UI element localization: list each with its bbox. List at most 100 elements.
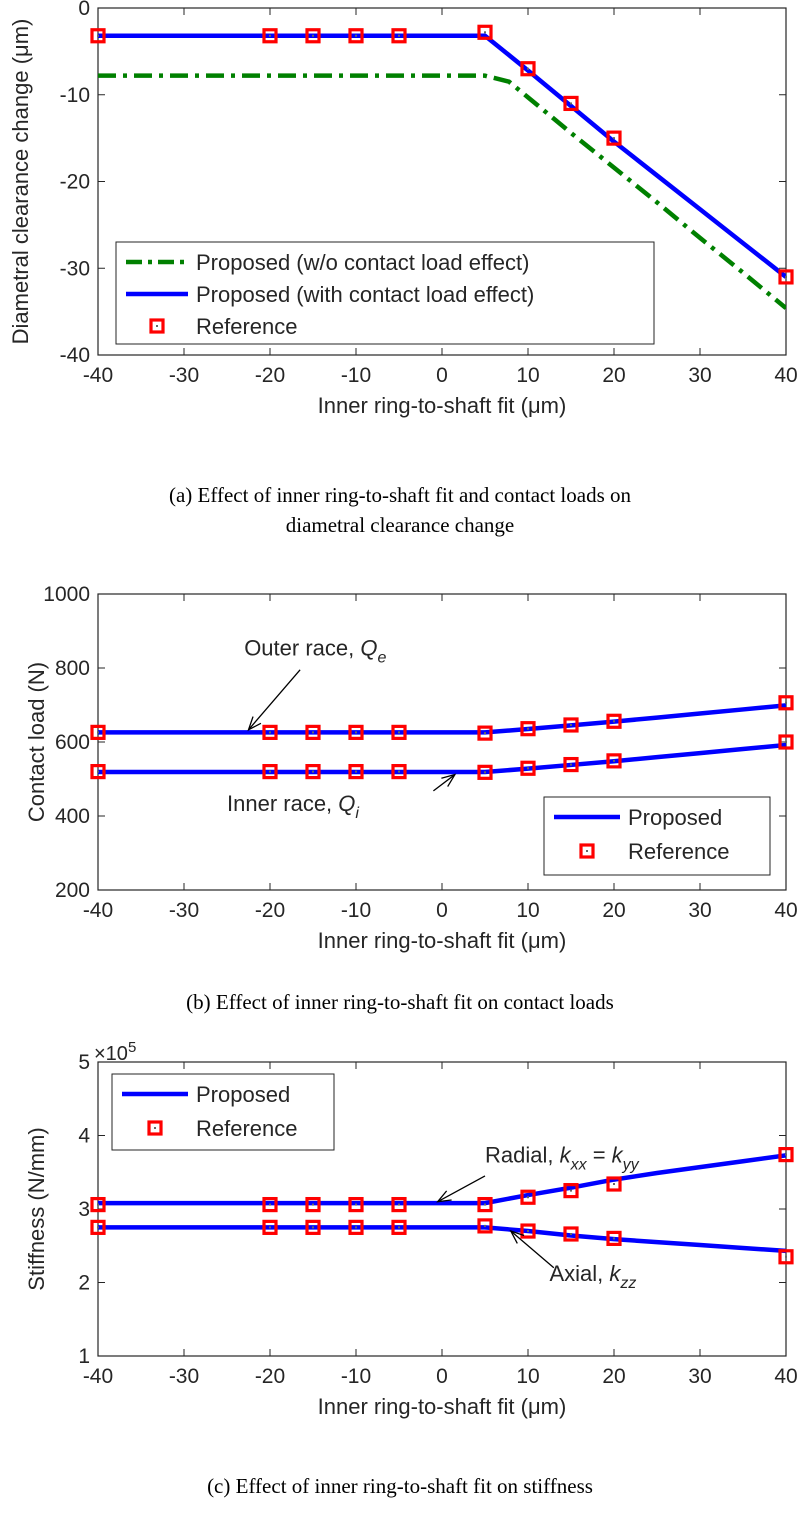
annotation-symbol: k [560,1143,572,1168]
reference-marker [477,764,493,780]
caption-a-line-1: (a) Effect of inner ring-to-shaft fit an… [168,483,632,507]
reference-marker [305,1196,321,1213]
reference-marker-center [269,1226,271,1229]
legend: Proposed Reference [111,1073,335,1151]
reference-marker-center [527,1196,529,1199]
reference-marker-center [355,1226,357,1229]
reference-marker-center [570,102,572,105]
y-tick-label: 4 [78,1125,90,1148]
x-tick-label: 0 [436,364,448,387]
reference-marker-center [785,1255,787,1258]
legend-box [111,1073,335,1151]
reference-marker [90,1219,106,1235]
legend-marker [579,843,595,859]
y-tick-label: 400 [55,805,90,828]
reference-marker [778,695,794,711]
x-tick-label: 30 [688,1365,711,1388]
reference-marker-center [355,770,357,773]
reference-marker [391,28,407,44]
legend-marker-center [586,850,588,852]
y-tick-label: 800 [55,657,90,680]
reference-marker [348,1219,364,1235]
reference-marker [477,725,493,741]
reference-marker-center [484,1224,486,1227]
reference-marker [262,1219,278,1235]
annotation-arrow-0 [437,1175,486,1203]
y-tick-label: 3 [78,1198,90,1221]
x-axis-label: Inner ring-to-shaft fit (μm) [318,928,567,953]
x-tick-label: 40 [774,1365,797,1388]
annotation-arrowhead-1 [509,1229,525,1244]
annotation-subscript: xx [570,1157,588,1174]
x-axis-label: Inner ring-to-shaft fit (μm) [318,393,567,418]
reference-marker-center [398,34,400,37]
x-tick-label: -40 [83,1365,113,1388]
reference-marker-center [312,770,314,773]
y-tick-label: 200 [55,879,90,902]
caption-a: (a) Effect of inner ring-to-shaft fit an… [0,480,800,540]
reference-marker [305,764,321,780]
legend-box [115,241,655,345]
annotation-text: Outer race, [244,635,360,660]
legend-marker [147,1120,163,1136]
reference-marker-center [355,34,357,37]
reference-marker [90,1196,106,1213]
reference-marker-center [527,67,529,70]
annotation-label-1: Axial, kzz [550,1261,637,1292]
reference-marker-center [484,771,486,774]
reference-marker [563,756,579,773]
reference-marker [391,1219,407,1235]
x-tick-label: -10 [341,1365,371,1388]
chart-panel-c: -40 -30 -20 -10 0 10 20 30 40 1 2 3 4 5 Inner ring-to-… [24,1042,798,1419]
x-tick-label: 40 [774,899,797,922]
annotation-symbol: Q [360,635,377,660]
annotation-subscript: e [377,649,386,666]
reference-marker [348,1196,364,1213]
x-tick-label: -40 [83,899,113,922]
reference-marker [305,1219,321,1235]
reference-marker [305,724,321,740]
annotation-text: Inner race, [227,791,338,816]
reference-marker [563,1183,579,1199]
caption-a-line-2: diametral clearance change [285,513,515,537]
reference-marker-center [269,34,271,37]
annotation-text: Axial, [550,1261,610,1286]
reference-marker [520,721,536,737]
reference-marker [391,764,407,780]
reference-marker [90,724,106,740]
annotation-arrow-0 [248,669,301,731]
series-line-solid [98,1225,786,1254]
x-tick-label: -30 [169,899,199,922]
reference-marker-center [613,759,615,762]
reference-marker-center [484,31,486,34]
y-axis-label: Stiffness (N/mm) [24,1127,49,1290]
legend-label: Reference [628,839,730,864]
annotation-label-1: Inner race, Qi [227,791,359,822]
reference-marker-center [785,741,787,743]
annotation-subscript: zz [619,1275,636,1292]
reference-marker [606,753,622,769]
caption-c-line-1: (c) Effect of inner ring-to-shaft fit on… [207,1474,593,1498]
reference-marker-center [785,701,787,704]
annotation-symbol: Q [338,791,355,816]
x-tick-label: -30 [169,364,199,387]
reference-marker-center [97,34,99,37]
x-tick-label: 30 [688,364,711,387]
x-tick-label: -10 [341,899,371,922]
reference-marker-center [527,767,529,770]
legend-marker-center [154,1127,156,1129]
reference-marker [477,24,493,40]
reference-marker-center [97,770,99,773]
annotation-symbol: k [609,1261,621,1286]
reference-marker-center [613,137,615,140]
y-tick-label: -30 [60,257,90,280]
reference-marker [520,61,536,77]
series-line-solid [98,33,786,279]
x-tick-label: 30 [688,899,711,922]
reference-marker [348,724,364,740]
y-tick-label: -20 [60,171,90,194]
series-line-dashdot [98,73,786,310]
y-tick-label: 600 [55,731,90,754]
reference-marker [348,764,364,780]
reference-marker [262,28,278,44]
